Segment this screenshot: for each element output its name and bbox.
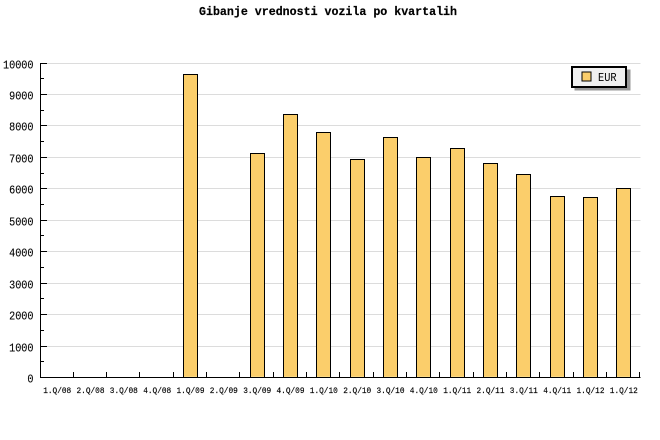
svg-text:2000: 2000	[9, 309, 33, 323]
svg-text:1.Q/08: 1.Q/08	[43, 386, 71, 396]
svg-text:1.Q/10: 1.Q/10	[310, 386, 338, 396]
svg-text:5000: 5000	[9, 215, 33, 229]
svg-text:1.Q/11: 1.Q/11	[443, 386, 471, 396]
svg-text:2.Q/10: 2.Q/10	[343, 386, 371, 396]
svg-text:4000: 4000	[9, 246, 33, 260]
svg-text:Gibanje vrednosti vozila po kv: Gibanje vrednosti vozila po kvartalih	[199, 5, 457, 19]
svg-text:8000: 8000	[9, 120, 33, 134]
svg-text:1.Q/12: 1.Q/12	[610, 386, 638, 396]
svg-text:9000: 9000	[9, 89, 33, 103]
svg-text:3.Q/10: 3.Q/10	[377, 386, 405, 396]
svg-text:7000: 7000	[9, 152, 33, 166]
svg-text:EUR: EUR	[598, 71, 617, 85]
svg-text:2.Q/09: 2.Q/09	[210, 386, 238, 396]
svg-text:3.Q/09: 3.Q/09	[243, 386, 271, 396]
svg-text:0: 0	[27, 372, 33, 386]
svg-text:2.Q/11: 2.Q/11	[477, 386, 505, 396]
svg-text:1000: 1000	[9, 341, 33, 355]
svg-text:4.Q/08: 4.Q/08	[143, 386, 171, 396]
svg-text:1.Q/12: 1.Q/12	[577, 386, 605, 396]
svg-text:6000: 6000	[9, 183, 33, 197]
svg-text:3.Q/11: 3.Q/11	[510, 386, 538, 396]
svg-text:3000: 3000	[9, 278, 33, 292]
svg-text:10000: 10000	[3, 58, 34, 72]
svg-text:2.Q/08: 2.Q/08	[77, 386, 105, 396]
svg-text:1.Q/09: 1.Q/09	[177, 386, 205, 396]
svg-text:4.Q/09: 4.Q/09	[277, 386, 305, 396]
svg-text:4.Q/10: 4.Q/10	[410, 386, 438, 396]
svg-text:4.Q/11: 4.Q/11	[543, 386, 571, 396]
svg-text:3.Q/08: 3.Q/08	[110, 386, 138, 396]
